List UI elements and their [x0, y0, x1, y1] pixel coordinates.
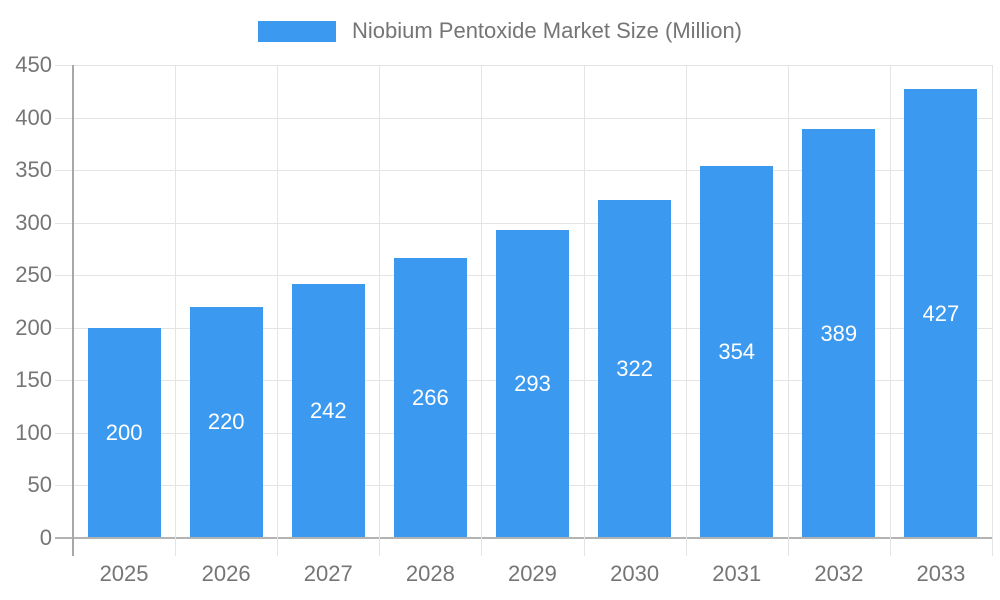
bar-value-label: 220 [207, 409, 245, 435]
y-axis-tick-label: 50 [27, 472, 52, 498]
x-axis-tick-label: 2030 [610, 561, 660, 586]
bar-value-label: 293 [514, 371, 551, 396]
x-axis-tick-label: 2029 [507, 561, 557, 586]
x-gridline [992, 65, 993, 556]
y-gridline [55, 65, 992, 66]
bar-value-label: 354 [718, 339, 756, 364]
y-axis-line [72, 65, 74, 556]
bar [393, 258, 467, 537]
y-gridline [55, 170, 992, 172]
bar-value-label: 200 [105, 419, 143, 445]
x-gridline [889, 65, 891, 556]
x-axis-tick-label: 2026 [201, 561, 251, 586]
bar [87, 327, 161, 537]
y-axis-tick-label: 300 [15, 209, 52, 235]
legend-swatch [257, 20, 336, 42]
bar-value-label: 266 [412, 385, 449, 411]
bar [189, 306, 263, 537]
y-axis-tick-label: 250 [15, 262, 52, 288]
x-axis-baseline [55, 537, 992, 539]
x-axis-tick-label: 2031 [712, 561, 762, 586]
legend-label: Niobium Pentoxide Market Size (Million) [351, 18, 743, 43]
x-axis-tick-label: 2033 [916, 561, 966, 586]
x-gridline [685, 65, 687, 556]
y-axis-tick-label: 150 [15, 367, 52, 393]
x-gridline [787, 65, 789, 556]
chart-legend: Niobium Pentoxide Market Size (Million) [0, 14, 1000, 48]
x-axis-tick-label: 2028 [405, 561, 455, 586]
bar [598, 199, 672, 537]
bar [904, 89, 978, 537]
y-axis-tick-label: 450 [15, 52, 52, 77]
y-axis-tick-label: 0 [39, 525, 52, 550]
x-axis-tick-label: 2027 [303, 561, 353, 586]
y-gridline [55, 117, 992, 119]
x-gridline [277, 65, 279, 556]
x-gridline [175, 65, 177, 556]
bar-value-label: 242 [309, 397, 347, 423]
x-gridline [379, 65, 381, 556]
x-gridline [481, 65, 483, 556]
bar [291, 283, 365, 537]
x-axis-tick-label: 2032 [814, 561, 864, 586]
bar-value-label: 322 [616, 355, 653, 381]
x-gridline [583, 65, 585, 556]
y-gridline [55, 222, 992, 224]
x-axis-tick-label: 2025 [99, 561, 149, 586]
bar-value-label: 389 [820, 320, 858, 346]
y-axis-tick-label: 100 [15, 419, 52, 445]
y-axis-tick-label: 350 [15, 157, 52, 183]
bar [802, 129, 876, 537]
bar-value-label: 427 [922, 300, 960, 326]
bar [700, 165, 774, 537]
y-axis-tick-label: 200 [15, 314, 52, 340]
y-axis-tick-label: 400 [15, 104, 52, 130]
bar [496, 230, 569, 537]
